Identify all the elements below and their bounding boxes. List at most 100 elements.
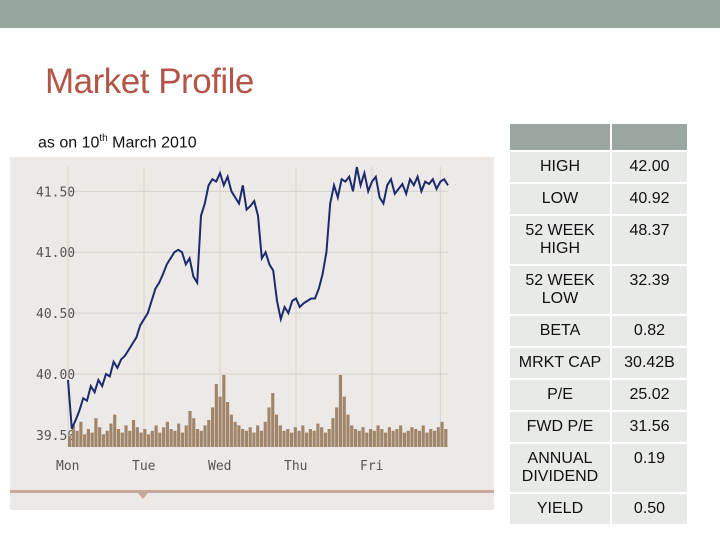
stats-label: 52 WEEK HIGH [510, 216, 610, 264]
stats-header-row [510, 124, 687, 150]
stats-label: BETA [510, 316, 610, 346]
x-tick-label: Tue [132, 459, 156, 474]
top-bar [0, 0, 720, 28]
volume-bar [68, 436, 72, 447]
volume-bar [267, 407, 271, 447]
volume-bar [139, 432, 143, 447]
volume-bar [365, 432, 369, 447]
volume-bar [165, 421, 169, 447]
slide-subtitle: as on 10th March 2010 [38, 133, 197, 152]
volume-bar [113, 414, 117, 447]
volume-bar [210, 407, 215, 447]
volume-bar [402, 432, 407, 447]
volume-bar [214, 384, 218, 447]
stats-label: HIGH [510, 152, 610, 182]
volume-bar [128, 430, 132, 447]
volume-bar [338, 375, 343, 447]
volume-bar [289, 432, 294, 447]
stats-row: BETA 0.82 [510, 316, 687, 346]
stats-header-cell [612, 124, 687, 150]
volume-bar [395, 429, 399, 447]
volume-bar [301, 425, 305, 447]
volume-bar [312, 430, 316, 447]
slider-track [10, 490, 494, 493]
volume-bar [293, 427, 297, 447]
stats-value: 0.19 [612, 444, 687, 492]
volume-bar [436, 427, 440, 447]
volume-bar [169, 429, 173, 447]
volume-bar [320, 427, 324, 447]
subtitle-prefix: as on 10 [38, 134, 100, 152]
price-chart-svg: 41.50 41.00 40.50 40.00 39.50 Mon Tue Wed Thu Fri [10, 166, 494, 499]
volume-bar [327, 429, 331, 447]
volume-bar [305, 432, 309, 447]
volume-bar [323, 432, 328, 447]
stats-row: 52 WEEK HIGH 48.37 [510, 216, 687, 264]
volume-bar [410, 427, 414, 447]
volume-bar [109, 423, 113, 447]
volume-bar [188, 411, 192, 447]
stats-label: P/E [510, 380, 610, 410]
volume-bar [278, 425, 282, 447]
volume-bar [368, 429, 373, 447]
volume-bar [361, 427, 365, 447]
stats-table: HIGH 42.00 LOW 40.92 52 WEEK HIGH 48.37 52 WEE… [508, 122, 689, 526]
volume-bar [444, 429, 448, 447]
volume-bar [399, 425, 403, 447]
volume-bar [256, 425, 260, 447]
volume-bar [282, 430, 286, 447]
volume-bar [195, 429, 200, 447]
stats-value: 40.92 [612, 184, 687, 214]
volume-bar [116, 429, 121, 447]
volume-bar [143, 429, 147, 447]
x-tick-label: Wed [208, 459, 231, 474]
volume-bar [173, 430, 177, 447]
volume-bar [229, 414, 233, 447]
volume-bar [192, 418, 196, 447]
stats-label: MRKT CAP [510, 348, 610, 378]
volume-bar [252, 432, 256, 447]
stats-value: 32.39 [612, 266, 687, 314]
volume-bar [414, 429, 418, 447]
volume-bar [259, 430, 264, 447]
volume-bar [353, 429, 358, 447]
volume-bar [274, 414, 279, 447]
volume-bar [241, 429, 245, 447]
volume-bar [248, 427, 252, 447]
volume-bar [177, 423, 181, 447]
volume-bar [75, 430, 79, 447]
stats-value: 0.50 [612, 494, 687, 524]
volume-bar [101, 434, 106, 447]
stats-label: ANNUAL DIVIDEND [510, 444, 610, 492]
volume-bar [79, 421, 83, 447]
x-tick-label: Fri [360, 459, 383, 474]
stats-row: YIELD 0.50 [510, 494, 687, 524]
subtitle-suffix: March 2010 [107, 134, 197, 152]
volume-bar [244, 430, 248, 447]
volume-bar [376, 425, 380, 447]
volume-bar [417, 430, 422, 447]
y-tick-label: 40.50 [36, 307, 75, 322]
volume-bar [342, 396, 346, 447]
y-tick-label: 41.00 [36, 246, 75, 261]
volume-bar [105, 430, 109, 447]
volume-bar [222, 375, 226, 447]
x-tick-label: Thu [284, 459, 307, 474]
slide-title: Market Profile [45, 62, 254, 101]
volume-bar [440, 421, 444, 447]
volume-bar [350, 425, 354, 447]
y-tick-label: 39.50 [36, 429, 75, 444]
volume-bar [226, 402, 230, 447]
volume-bar [180, 432, 185, 447]
volume-bar [316, 423, 320, 447]
stats-row: FWD P/E 31.56 [510, 412, 687, 442]
stats-value: 31.56 [612, 412, 687, 442]
volume-bar [357, 430, 361, 447]
volume-bar [124, 425, 128, 447]
stats-value: 42.00 [612, 152, 687, 182]
y-tick-label: 40.00 [36, 368, 75, 383]
stats-row: 52 WEEK LOW 32.39 [510, 266, 687, 314]
volume-bar [233, 421, 237, 447]
volume-bar [297, 430, 301, 447]
stats-row: P/E 25.02 [510, 380, 687, 410]
